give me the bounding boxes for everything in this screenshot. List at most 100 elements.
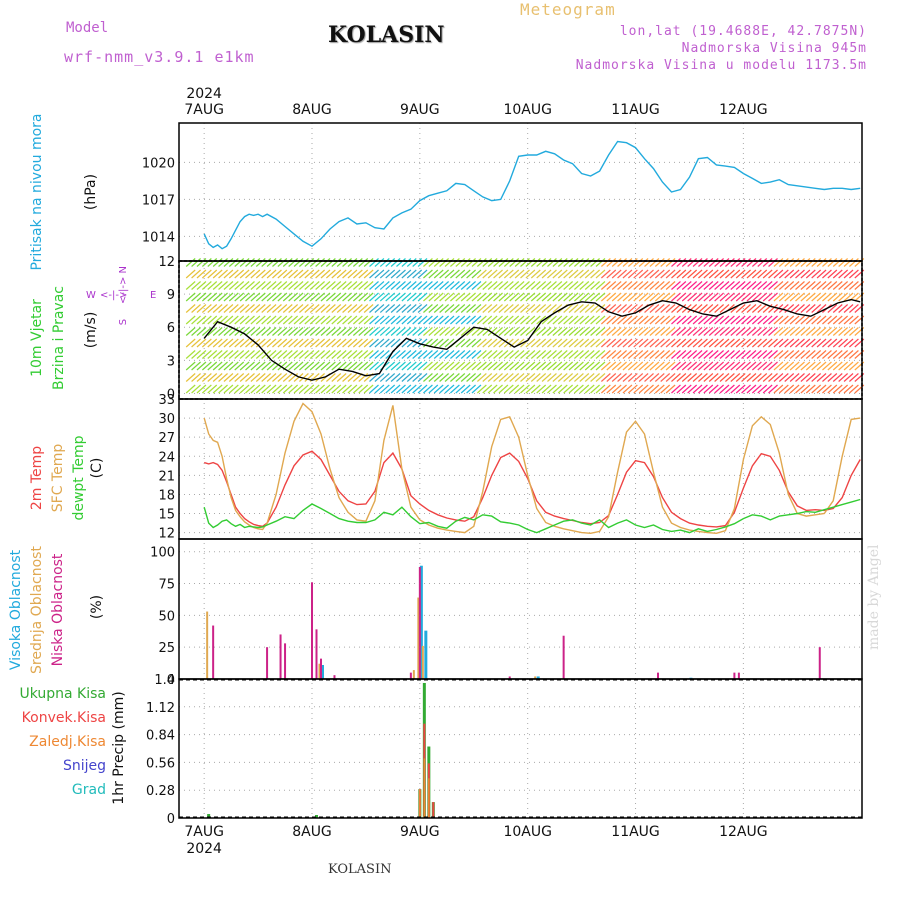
wind-barb xyxy=(396,373,406,382)
wind-barb xyxy=(282,269,293,279)
wind-barb xyxy=(503,373,514,382)
wind-barb xyxy=(439,361,450,371)
wind-barb xyxy=(412,350,423,359)
wind-barb xyxy=(703,384,714,394)
wind-barb xyxy=(191,258,201,267)
wind-barb xyxy=(811,384,822,394)
wind-barb xyxy=(293,315,304,325)
wind-barb xyxy=(228,327,239,336)
y-tick-label: 1017 xyxy=(142,193,175,208)
wind-barb xyxy=(304,327,315,336)
wind-barb xyxy=(196,338,207,348)
wind-barb xyxy=(778,327,789,336)
wind-barb xyxy=(703,292,714,302)
wind-barb xyxy=(832,338,843,348)
wind-barb xyxy=(428,327,439,336)
wind-barb xyxy=(331,361,342,371)
wind-barb xyxy=(849,258,859,267)
wind-barb xyxy=(218,350,228,359)
wind-barb xyxy=(266,373,277,382)
wind-barb xyxy=(547,315,557,325)
wind-barb xyxy=(525,281,536,290)
wind-barb xyxy=(579,281,590,290)
wind-barb xyxy=(741,258,751,267)
wind-barb xyxy=(417,338,428,348)
wind-barb xyxy=(633,338,644,348)
wind-barb xyxy=(811,350,822,359)
wind-barb xyxy=(671,361,681,371)
y-tick-label: 6 xyxy=(167,321,175,336)
wind-barb xyxy=(600,373,611,382)
wind-barb xyxy=(827,258,838,267)
cloud-bar xyxy=(424,630,428,679)
wind-barb xyxy=(498,258,509,267)
wind-barb xyxy=(401,269,412,279)
wind-barb xyxy=(390,384,401,394)
wind-barb xyxy=(660,315,671,325)
wind-barb xyxy=(234,281,245,290)
wind-barb xyxy=(282,315,293,325)
station-elevation: Nadmorska Visina 945m xyxy=(681,41,867,56)
wind-barb xyxy=(579,373,590,382)
wind-barb xyxy=(638,292,649,302)
wind-barb xyxy=(805,292,816,302)
wind-barb xyxy=(514,292,525,302)
wind-barb xyxy=(617,373,627,382)
wind-barb xyxy=(563,384,574,394)
wind-barb xyxy=(595,384,606,394)
wind-barb xyxy=(455,281,466,290)
wind-barb xyxy=(778,292,789,302)
wind-barb xyxy=(347,269,358,279)
wind-barb xyxy=(778,350,789,359)
wind-barb xyxy=(428,292,439,302)
wind-barb xyxy=(460,384,471,394)
wind-barb xyxy=(832,315,843,325)
wind-barb xyxy=(698,258,708,267)
wind-barb xyxy=(406,373,417,382)
wind-barb xyxy=(654,327,665,336)
wind-barb xyxy=(579,384,590,394)
precip-bar xyxy=(419,789,421,818)
wind-barb xyxy=(822,373,832,382)
wind-barb xyxy=(255,338,266,348)
wind-barb xyxy=(574,338,584,348)
wind-barb xyxy=(557,269,568,279)
wind-barb xyxy=(725,269,735,279)
wind-barb xyxy=(390,315,401,325)
cloud-bar xyxy=(419,565,423,679)
wind-barb xyxy=(768,269,778,279)
wind-barb xyxy=(309,269,320,279)
wind-barb xyxy=(789,292,800,302)
wind-barb xyxy=(703,361,714,371)
wind-barb xyxy=(482,338,493,348)
wind-barb xyxy=(768,361,778,371)
wind-barb xyxy=(487,258,498,267)
wind-barb xyxy=(191,281,201,290)
wind-barb xyxy=(498,269,509,279)
meteogram-label: Meteogram xyxy=(520,0,616,19)
wind-barb xyxy=(778,269,789,279)
wind-barb xyxy=(584,373,595,382)
wind-barb xyxy=(579,327,590,336)
wind-barb xyxy=(487,384,498,394)
wind-barb xyxy=(633,292,644,302)
wind-barb xyxy=(784,327,795,336)
wind-barb xyxy=(239,292,250,302)
wind-barb xyxy=(849,327,859,336)
wind-barb xyxy=(369,373,379,382)
wind-barb xyxy=(552,304,563,313)
wind-barb xyxy=(708,304,719,313)
wind-barb xyxy=(503,258,514,267)
cloud-bar xyxy=(534,676,537,679)
wind-barb xyxy=(514,304,525,313)
wind-barb xyxy=(396,304,406,313)
wind-barb xyxy=(730,269,741,279)
wind-barb xyxy=(471,373,482,382)
wind-barb xyxy=(563,292,574,302)
wind-barb xyxy=(703,258,714,267)
wind-barb xyxy=(627,327,638,336)
wind-barb xyxy=(536,292,547,302)
wind-barb xyxy=(471,350,482,359)
wind-barb xyxy=(574,292,584,302)
wind-barb xyxy=(245,269,255,279)
